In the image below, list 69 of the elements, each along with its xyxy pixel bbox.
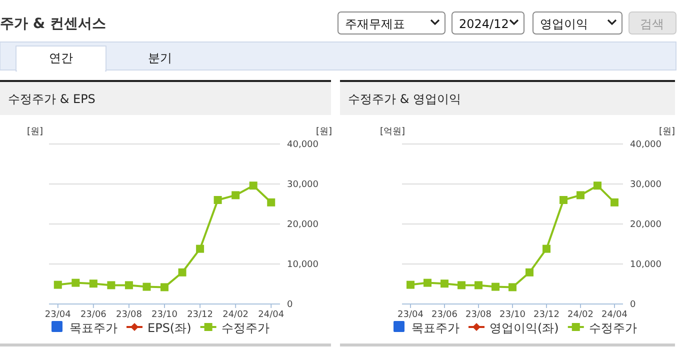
y2-tick-label: 20,000 [287, 220, 319, 230]
point [594, 182, 602, 190]
y-axis-title: [원] [27, 127, 44, 137]
y-axis-title: [억원] [380, 127, 406, 137]
chart-title: 수정주가 & 영업이익 [348, 92, 461, 106]
text: 주가 & 컨센서스 [0, 16, 106, 32]
legend-label: 목표주가 [70, 321, 118, 335]
point [54, 280, 62, 289]
y2-tick-label: 30,000 [630, 180, 662, 190]
point [576, 191, 584, 200]
y2-tick-label: 40,000 [630, 140, 662, 150]
x-tick-label: 23/04 [44, 310, 72, 320]
point [249, 182, 258, 190]
y2-axis-title: [원] [659, 127, 676, 137]
point [542, 244, 550, 253]
y2-tick-label: 20,000 [630, 220, 662, 230]
point [474, 281, 482, 290]
text: 주재무제표 [345, 17, 405, 31]
x-tick-label: 23/12 [534, 310, 560, 320]
point [560, 196, 568, 204]
y2-tick-label: 10,000 [287, 260, 319, 270]
text: 검색 [640, 17, 664, 31]
x-tick-label: 23/06 [432, 310, 458, 320]
x-tick-label: 23/12 [187, 310, 214, 320]
point [160, 283, 168, 292]
point [458, 281, 466, 290]
text: 2024/12 [459, 17, 509, 31]
point [610, 198, 618, 206]
point [107, 281, 116, 290]
y2-tick-label: 40,000 [287, 140, 319, 150]
x-tick-label: 24/04 [258, 310, 284, 320]
point [526, 268, 534, 276]
legend-label: 수정주가 [588, 321, 637, 335]
legend-label: EPS(좌) [148, 321, 192, 335]
x-tick-label: 23/08 [466, 310, 492, 320]
x-tick-label: 23/08 [116, 310, 142, 320]
point [214, 196, 222, 204]
y2-axis-title: [원] [316, 127, 332, 137]
point [124, 281, 133, 290]
chart-title: 수정주가 & EPS [8, 92, 96, 106]
point [72, 278, 80, 287]
point [406, 280, 414, 289]
point [142, 282, 151, 291]
y2-tick-label: 0 [630, 300, 636, 310]
point [178, 268, 186, 276]
text: 영업이익 [540, 17, 588, 31]
x-tick-label: 24/04 [602, 310, 628, 320]
point [232, 191, 240, 200]
point [89, 280, 98, 288]
point [440, 280, 448, 288]
y2-tick-label: 10,000 [630, 260, 662, 270]
x-tick-label: 24/02 [222, 310, 249, 320]
y2-tick-label: 30,000 [287, 180, 319, 190]
point [492, 282, 500, 291]
legend-label: 영업이익(좌) [490, 321, 559, 335]
text: 연간 [49, 51, 73, 65]
x-tick-label: 23/04 [398, 310, 424, 320]
x-tick-label: 23/10 [152, 310, 178, 320]
legend-label: 목표주가 [412, 321, 460, 335]
legend-label: 수정주가 [221, 321, 270, 335]
point [424, 278, 432, 287]
x-tick-label: 23/10 [500, 310, 526, 320]
x-tick-label: 23/06 [80, 310, 107, 320]
x-tick-label: 24/02 [568, 310, 594, 320]
point [267, 198, 276, 206]
text: 분기 [148, 51, 172, 65]
point [196, 244, 204, 253]
point [508, 283, 516, 292]
y2-tick-label: 0 [287, 300, 293, 310]
